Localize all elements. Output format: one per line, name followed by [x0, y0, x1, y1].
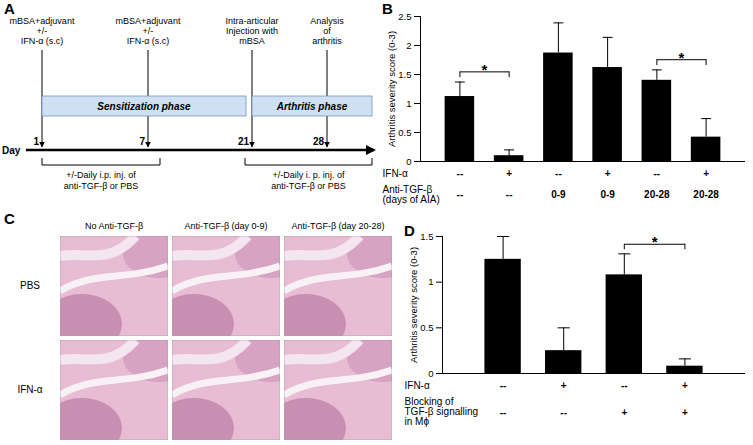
svg-text:7: 7: [139, 136, 145, 147]
svg-text:Sensitization phase: Sensitization phase: [97, 101, 191, 112]
svg-text:--: --: [506, 189, 513, 200]
svg-text:+: +: [621, 407, 627, 418]
html-text:D: D: [404, 222, 415, 239]
svg-text:1: 1: [33, 136, 39, 147]
svg-text:IFN-α: IFN-α: [405, 380, 430, 391]
svg-text:anti-TGF-β or PBS: anti-TGF-β or PBS: [271, 181, 346, 191]
svg-text:Arthritis phase: Arthritis phase: [276, 101, 348, 112]
svg-text:--: --: [621, 380, 628, 391]
svg-text:IFN-α: IFN-α: [383, 168, 408, 179]
svg-text:mBSA+adjuvant: mBSA+adjuvant: [116, 16, 181, 26]
svg-text:IFN-α: IFN-α: [17, 384, 42, 395]
svg-text:+/-Daily i. p. inj. of: +/-Daily i. p. inj. of: [273, 170, 345, 180]
svg-text:--: --: [654, 168, 661, 179]
svg-text:*: *: [679, 49, 685, 66]
svg-text:PBS: PBS: [20, 280, 40, 291]
svg-text:+: +: [703, 168, 709, 179]
svg-text:+/-Daily i.p. inj. of: +/-Daily i.p. inj. of: [66, 170, 136, 180]
svg-text:0: 0: [406, 156, 411, 167]
svg-text:*: *: [482, 61, 488, 78]
svg-text:1: 1: [406, 98, 411, 109]
svg-text:mBSA: mBSA: [239, 36, 265, 46]
svg-text:+/-: +/-: [143, 26, 154, 36]
svg-text:--: --: [555, 168, 562, 179]
html-text:C: C: [4, 210, 15, 227]
svg-text:Day: Day: [2, 145, 21, 156]
svg-text:+/-: +/-: [37, 26, 48, 36]
svg-text:Intra-articular: Intra-articular: [225, 16, 278, 26]
svg-text:1.5: 1.5: [398, 69, 411, 80]
svg-text:Anti-TGF-β (day 0-9): Anti-TGF-β (day 0-9): [184, 221, 267, 231]
svg-text:1.5: 1.5: [420, 231, 433, 242]
svg-text:0.5: 0.5: [420, 322, 433, 333]
svg-text:--: --: [560, 407, 567, 418]
svg-text:0.5: 0.5: [398, 127, 411, 138]
svg-text:mBSA+adjuvant: mBSA+adjuvant: [10, 16, 75, 26]
svg-text:1: 1: [428, 276, 433, 287]
svg-text:0-9: 0-9: [600, 189, 615, 200]
svg-text:anti-TGF-β or PBS: anti-TGF-β or PBS: [64, 181, 139, 191]
html-text:B: B: [382, 0, 393, 17]
svg-text:arthritis: arthritis: [312, 36, 342, 46]
svg-text:IFN-α (s.c): IFN-α (s.c): [127, 36, 170, 46]
svg-text:--: --: [457, 168, 464, 179]
svg-text:0-9: 0-9: [551, 189, 566, 200]
svg-text:2.5: 2.5: [398, 11, 411, 22]
svg-text:0: 0: [428, 368, 433, 379]
svg-text:No Anti-TGF-β: No Anti-TGF-β: [85, 221, 143, 231]
svg-text:20-28: 20-28: [693, 189, 719, 200]
svg-text:20-28: 20-28: [644, 189, 670, 200]
svg-text:Arthritis severity score (0-3): Arthritis severity score (0-3): [386, 31, 397, 147]
svg-text:Arthritis severity score (0-3): Arthritis severity score (0-3): [408, 247, 419, 363]
svg-text:Anti-TGF-β (day 20-28): Anti-TGF-β (day 20-28): [291, 221, 384, 231]
svg-text:+: +: [605, 168, 611, 179]
svg-text:+: +: [682, 407, 688, 418]
svg-text:Injection with: Injection with: [226, 26, 278, 36]
html-text:A: A: [4, 0, 15, 17]
svg-text:+: +: [561, 380, 567, 391]
svg-text:Blocking ofTGF-β signallingin: Blocking ofTGF-β signallingin Mϕ: [405, 396, 479, 427]
svg-text:--: --: [500, 407, 507, 418]
svg-text:21: 21: [238, 136, 250, 147]
svg-text:--: --: [500, 380, 507, 391]
svg-text:+: +: [506, 168, 512, 179]
svg-text:--: --: [457, 189, 464, 200]
svg-text:*: *: [652, 233, 658, 250]
svg-text:Analysis: Analysis: [310, 16, 344, 26]
svg-text:of: of: [323, 26, 331, 36]
svg-text:28: 28: [313, 136, 325, 147]
svg-text:Anti-TGF-β(days of AIA): Anti-TGF-β(days of AIA): [383, 184, 440, 205]
svg-text:+: +: [682, 380, 688, 391]
svg-text:IFN-α (s.c): IFN-α (s.c): [21, 36, 64, 46]
svg-text:2: 2: [406, 40, 411, 51]
